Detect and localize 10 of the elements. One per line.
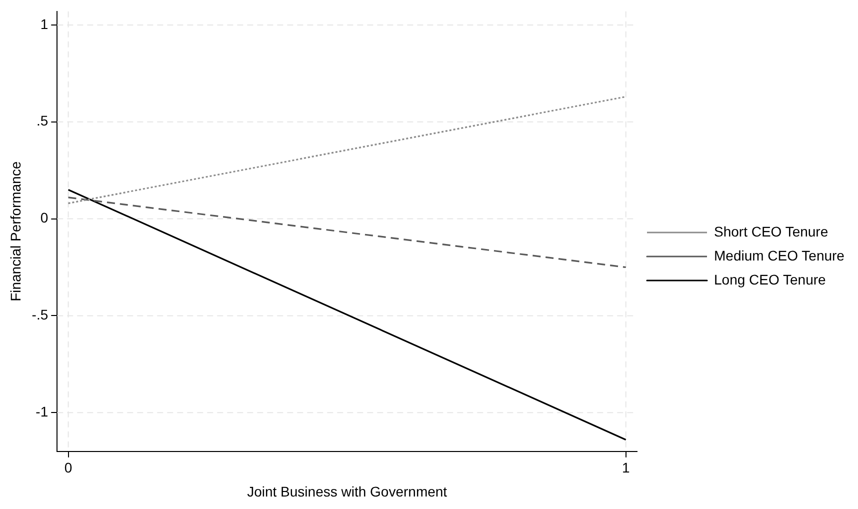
- legend-label: Medium CEO Tenure: [714, 247, 845, 264]
- y-axis-title: Financial Performance: [7, 161, 24, 302]
- y-tick-label: .5: [36, 112, 48, 129]
- x-axis-title: Joint Business with Government: [247, 483, 448, 500]
- legend-label: Short CEO Tenure: [714, 223, 828, 240]
- y-tick-label: -.5: [32, 306, 48, 323]
- y-tick-label: 1: [40, 16, 48, 32]
- y-tick-label: 0: [40, 210, 48, 226]
- legend-label: Long CEO Tenure: [714, 271, 826, 288]
- y-tick-label: -1: [36, 403, 48, 420]
